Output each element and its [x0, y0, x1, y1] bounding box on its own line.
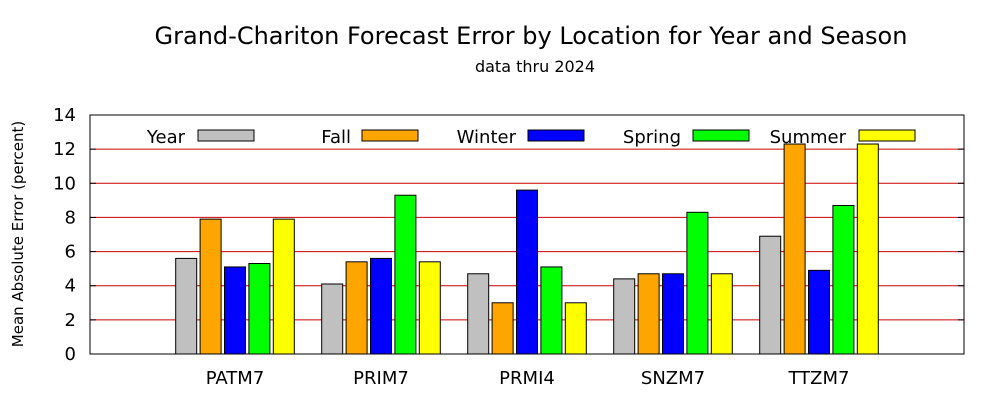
bar-year-prim7 [321, 283, 344, 355]
legend-swatch-fall [361, 129, 419, 142]
bar-fall-ttzm7 [783, 143, 806, 355]
chart-title: Grand-Chariton Forecast Error by Locatio… [155, 22, 908, 50]
bar-summer-prmi4 [564, 302, 587, 355]
bar-summer-snzm7 [710, 273, 733, 355]
y-tick-label: 8 [65, 207, 76, 228]
legend: Year Fall Winter Spring Summer [146, 127, 916, 148]
bar-summer-ttzm7 [856, 143, 879, 355]
bar-winter-prim7 [370, 257, 392, 355]
bar-spring-ttzm7 [832, 204, 855, 355]
legend-swatch-summer [858, 129, 916, 142]
y-axis-label: Mean Absolute Error (percent) [9, 121, 27, 347]
legend-label-spring: Spring [623, 127, 681, 148]
bar-summer-prim7 [418, 261, 441, 355]
y-tick-label: 0 [65, 344, 76, 365]
legend-label-year: Year [146, 127, 186, 148]
bar-winter-patm7 [224, 266, 246, 355]
x-category-label: PATM7 [206, 368, 265, 389]
bar-year-patm7 [175, 257, 198, 355]
plot-frame [89, 114, 965, 355]
y-tick-label: 4 [65, 276, 76, 297]
bar-year-ttzm7 [759, 235, 782, 355]
bar-spring-snzm7 [686, 211, 709, 355]
bar-winter-prmi4 [516, 189, 538, 355]
legend-swatch-winter [527, 129, 585, 142]
bar-fall-prim7 [345, 261, 368, 355]
bar-fall-patm7 [199, 218, 222, 355]
y-tick-label: 14 [53, 105, 76, 126]
bar-fall-snzm7 [637, 273, 660, 355]
x-category-label: TTZM7 [788, 368, 850, 389]
axes: 0 2 4 6 8 10 12 14 PATM7 PRIM7 PRMI4 SNZM7 TTZM7 [53, 105, 965, 389]
y-tick-label: 10 [53, 173, 76, 194]
y-tick-label: 12 [53, 139, 76, 160]
bar-fall-prmi4 [491, 302, 514, 355]
legend-swatch-spring [692, 129, 750, 142]
y-tick-label: 2 [65, 310, 76, 331]
bar-winter-ttzm7 [808, 269, 830, 355]
bar-spring-prmi4 [540, 266, 563, 355]
bar-summer-patm7 [272, 218, 295, 355]
chart-subtitle: data thru 2024 [475, 57, 595, 76]
legend-label-summer: Summer [770, 127, 847, 148]
bar-spring-prim7 [394, 194, 417, 355]
bar-spring-patm7 [248, 263, 271, 355]
bars [175, 143, 879, 355]
x-category-label: PRIM7 [353, 368, 409, 389]
bar-year-prmi4 [467, 273, 490, 355]
x-category-label: PRMI4 [499, 368, 555, 389]
x-category-label: SNZM7 [641, 368, 705, 389]
legend-swatch-year [197, 129, 255, 142]
bar-year-snzm7 [613, 278, 636, 355]
legend-label-winter: Winter [457, 127, 517, 148]
legend-label-fall: Fall [321, 127, 351, 148]
y-tick-label: 6 [65, 242, 76, 263]
bar-winter-snzm7 [662, 273, 684, 355]
